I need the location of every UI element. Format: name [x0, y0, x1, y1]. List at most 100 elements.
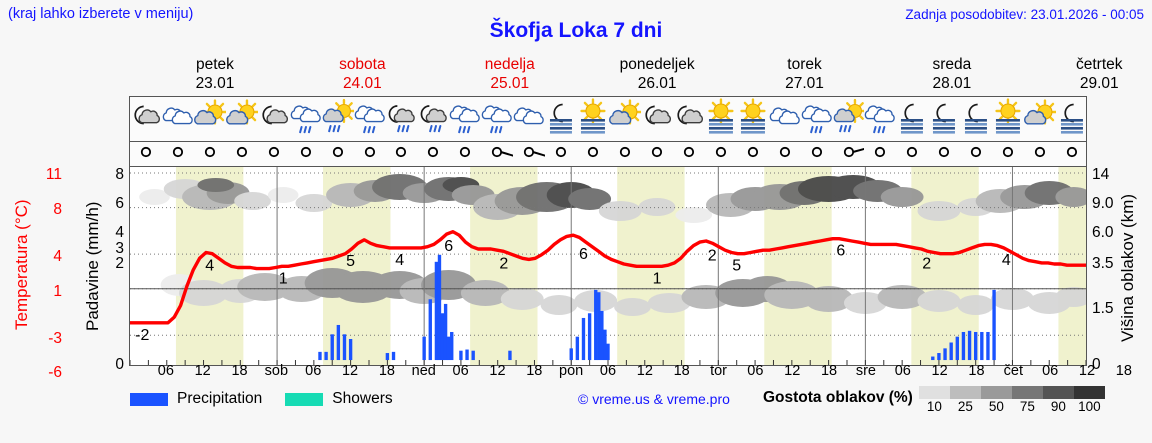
cloud-density-bar-75: [1011, 386, 1043, 399]
cloud-height-axis-ticks: 14 9.0 6.0 3.5 1.5 0: [1092, 160, 1126, 373]
x-tick-06-0: 06: [157, 363, 174, 379]
x-tick-12-25: 12: [1078, 363, 1096, 379]
wind-symbol: [545, 142, 577, 166]
cloud-density-bar-90: [1042, 386, 1074, 399]
day-name: četrtek: [1076, 56, 1123, 73]
wind-symbol: [513, 142, 554, 166]
wind-symbol: [801, 142, 833, 166]
cloud-density-values: 10 25 50 75 90 100: [919, 399, 1105, 414]
sun-fog-icon: [737, 97, 769, 141]
wind-symbol: [577, 142, 609, 166]
precip-tick-4: 2: [115, 255, 124, 272]
x-tick-12-1: 12: [194, 363, 211, 379]
cloud-tick-5: 0: [1092, 356, 1101, 373]
x-tick-18-26: 18: [1115, 363, 1132, 379]
x-tick-06-4: 06: [305, 363, 322, 379]
cloud-tick-1: 9.0: [1092, 195, 1114, 212]
sun-fog-icon: [577, 97, 609, 141]
svg-text:5: 5: [346, 253, 355, 270]
wind-symbol: [1056, 142, 1088, 166]
cloud-rain-icon: [801, 97, 833, 141]
sun-cloud-icon: [1024, 97, 1058, 141]
moon-cloud-icon: [130, 97, 162, 141]
x-tick-06-24: 06: [1042, 363, 1059, 379]
temp-tick-0: 11: [45, 166, 62, 183]
x-tick-ned-7: ned: [411, 363, 436, 379]
wind-symbol: [290, 142, 322, 166]
weather-icon-strip: [129, 96, 1087, 142]
cloud-density-value-25: 25: [957, 399, 973, 414]
sun-fog-icon: [705, 97, 737, 141]
cloud-density-value-10: 10: [926, 399, 942, 414]
day-date: 26.01: [637, 75, 677, 92]
meteogram-plot: -2 4 1 5 4 6 2 6 1 2 5 6 2 4: [129, 96, 1087, 366]
precip-tick-5: 0: [115, 356, 124, 373]
wind-symbol: [737, 142, 769, 166]
x-tick-sob-3: sob: [264, 363, 289, 379]
temp-tick-2: 4: [53, 248, 62, 265]
wind-symbol: [385, 142, 417, 166]
moon-fog-icon: [896, 97, 928, 141]
precip-tick-2: 4: [115, 224, 124, 241]
x-tick-18-10: 18: [526, 363, 543, 379]
cloud-density-legend: Gostota oblakov (%) 10 25 50 75 90 100: [763, 386, 1105, 414]
moon-cloud-icon: [641, 97, 673, 141]
day-date: 23.01: [195, 75, 235, 92]
cloud-density-value-100: 100: [1078, 399, 1101, 414]
wind-symbol: [609, 142, 641, 166]
day-date: 24.01: [342, 75, 382, 92]
wind-symbol: [705, 142, 737, 166]
moon-cloud-icon: [258, 97, 290, 141]
wind-symbol: [833, 138, 876, 166]
x-tick-06-20: 06: [894, 363, 911, 379]
wind-symbol: [226, 142, 258, 166]
wind-symbol: [449, 142, 481, 166]
svg-text:1: 1: [653, 270, 662, 287]
cloud-density-title: Gostota oblakov (%): [763, 389, 913, 406]
wind-symbol: [864, 142, 896, 166]
day-header-row: petek 23.01 sobota 24.01 nedelja 25.01 ponedel…: [129, 55, 1123, 96]
wind-symbol: [322, 142, 354, 166]
svg-text:6: 6: [836, 243, 845, 260]
precip-tick-3: 3: [115, 240, 124, 257]
wind-symbol: [1024, 142, 1056, 166]
precipitation-swatch: [130, 392, 168, 406]
svg-text:4: 4: [205, 258, 214, 275]
sun-cloud-icon: [193, 97, 228, 141]
x-tick-18-6: 18: [378, 363, 395, 379]
sun-fog-icon: [992, 97, 1024, 141]
wind-symbol: [769, 142, 801, 166]
day-date: 27.01: [785, 75, 824, 92]
wind-symbol: [194, 142, 226, 166]
precip-tick-1: 6: [115, 195, 124, 212]
day-header-nedelja: nedelja 25.01: [436, 55, 583, 96]
showers-swatch: [285, 392, 324, 406]
sun-cloud-rain-icon: [833, 97, 867, 141]
svg-text:1: 1: [279, 270, 288, 287]
wind-symbol: [130, 142, 162, 166]
day-name: sobota: [339, 56, 386, 73]
moon-cloud-icon: [673, 97, 705, 141]
day-header-ponedeljek: ponedeljek 26.01: [583, 55, 730, 96]
moon-fog-icon: [960, 97, 992, 141]
chart-canvas: -2 4 1 5 4 6 2 6 1 2 5 6 2 4: [129, 166, 1087, 366]
svg-text:-2: -2: [135, 327, 149, 344]
cloud-density-value-50: 50: [988, 399, 1004, 414]
x-tick-18-2: 18: [231, 363, 248, 379]
x-tick-06-16: 06: [747, 363, 764, 379]
svg-text:5: 5: [732, 258, 741, 275]
x-tick-sre-19: sre: [855, 363, 876, 379]
cloud-density-bar-100: [1073, 386, 1105, 399]
moon-fog-icon: [928, 97, 960, 141]
cloud-tick-4: 1.5: [1092, 300, 1114, 317]
svg-text:6: 6: [444, 238, 453, 255]
x-tick-12-21: 12: [931, 363, 948, 379]
x-tick-čet-23: čet: [1003, 363, 1023, 379]
sun-cloud-icon: [609, 97, 643, 141]
cloud-icon: [769, 97, 801, 141]
cloud-density-bar-25: [949, 386, 981, 399]
x-tick-06-8: 06: [452, 363, 469, 379]
showers-legend-label: Showers: [332, 390, 393, 407]
cloud-icon: [513, 97, 545, 141]
